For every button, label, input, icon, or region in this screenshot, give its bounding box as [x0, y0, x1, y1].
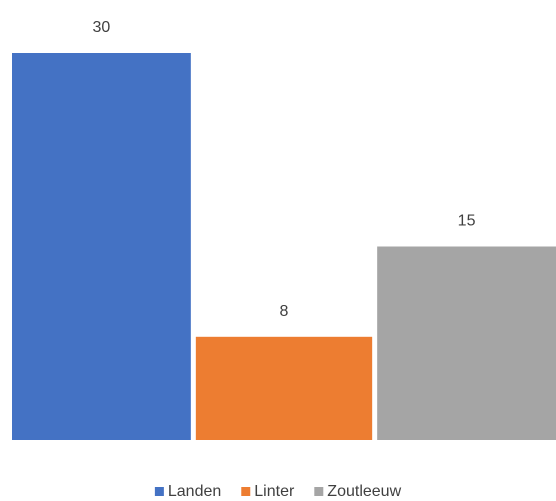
bar	[195, 336, 373, 440]
legend-swatch	[154, 487, 164, 496]
data-label: 8	[280, 303, 289, 320]
legend-label: Landen	[168, 483, 221, 500]
bar	[12, 53, 191, 440]
legend-swatch	[314, 487, 324, 496]
data-label: 30	[93, 19, 111, 36]
legend-label: Zoutleeuw	[327, 483, 401, 500]
legend-label: Linter	[254, 483, 295, 500]
legend-swatch	[241, 487, 251, 496]
data-label: 15	[458, 213, 476, 230]
bar	[377, 246, 556, 440]
